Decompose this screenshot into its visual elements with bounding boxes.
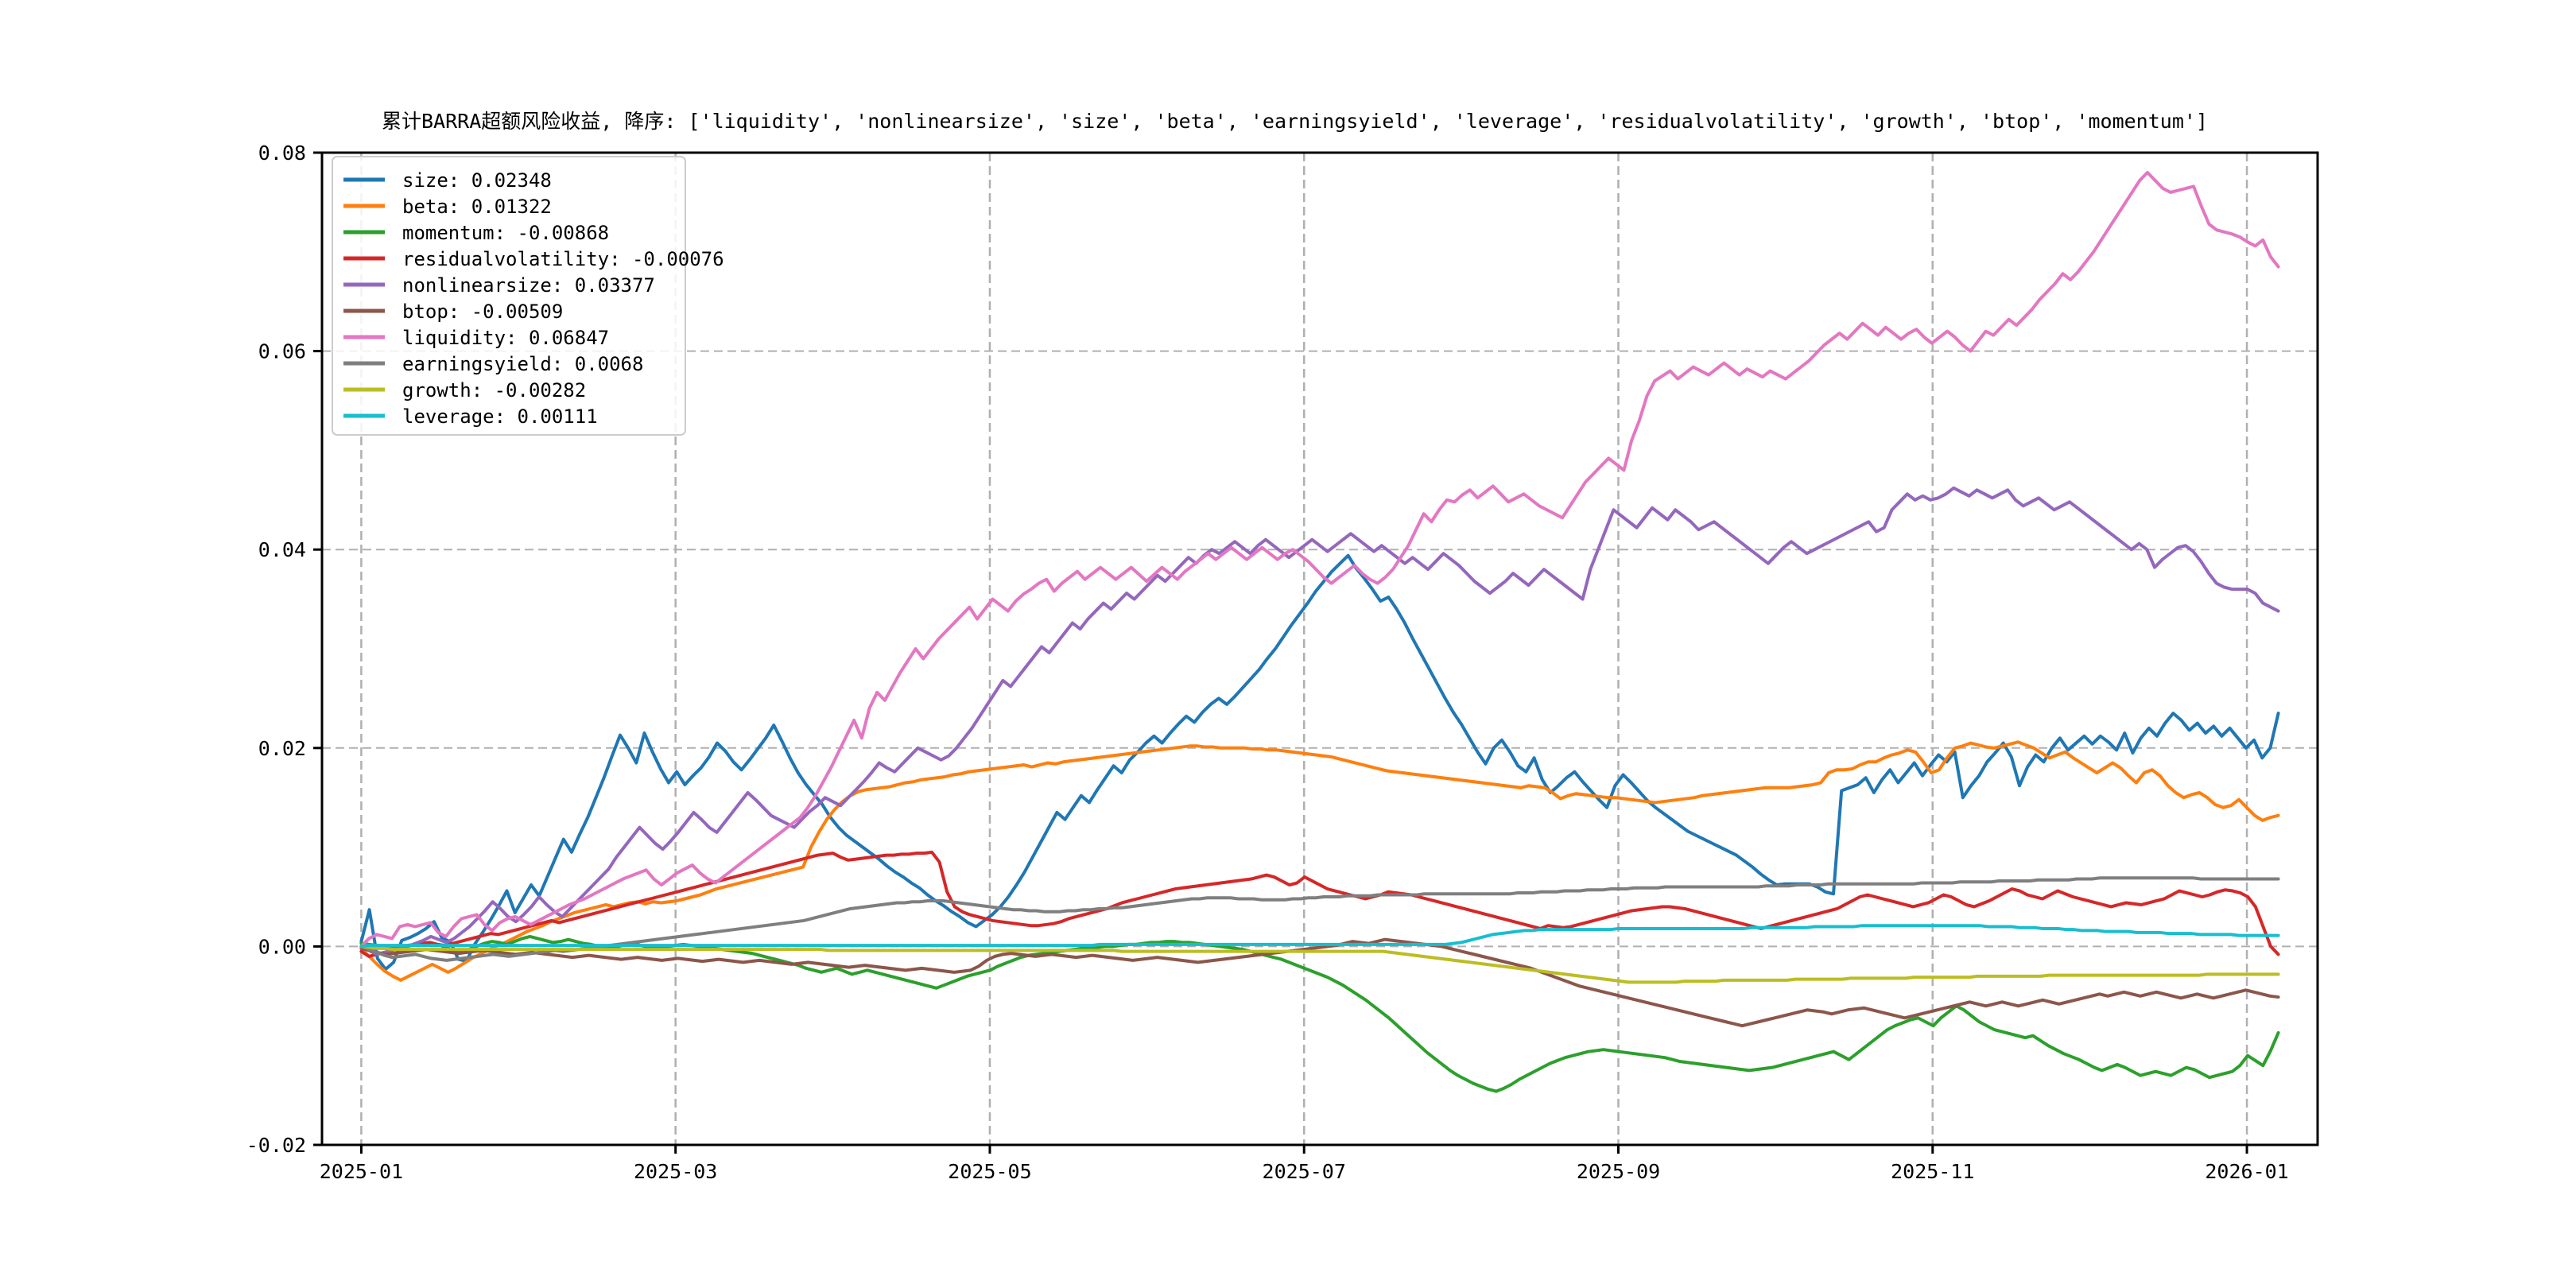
- x-tick-label: 2025-03: [634, 1160, 717, 1183]
- y-tick-label: 0.00: [258, 935, 306, 958]
- series-lines: [359, 170, 2280, 1093]
- chart-title: 累计BARRA超额风险收益, 降序: ['liquidity', 'nonlin…: [382, 110, 2208, 133]
- x-tick-label: 2025-01: [320, 1160, 403, 1183]
- legend-item-nonlinearsize[interactable]: nonlinearsize: 0.03377: [402, 274, 655, 297]
- axis-spines: [320, 151, 2319, 1146]
- x-tick-label: 2025-11: [1891, 1160, 1974, 1183]
- x-tick-label: 2025-05: [948, 1160, 1031, 1183]
- legend-item-size[interactable]: size: 0.02348: [402, 169, 552, 192]
- legend-item-growth[interactable]: growth: -0.00282: [402, 379, 586, 402]
- legend-item-earningsyield[interactable]: earningsyield: 0.0068: [402, 353, 643, 375]
- x-tick-label: 2026-01: [2205, 1160, 2288, 1183]
- y-tick-label: 0.06: [258, 340, 306, 363]
- x-axis-tick-labels: 2025-01 2025-03 2025-05 2025-07 2025-09 2025-…: [320, 1160, 2289, 1183]
- y-axis-tick-labels: -0.02 0.00 0.02 0.04 0.06 0.08: [246, 142, 306, 1157]
- legend-item-residualvolatility[interactable]: residualvolatility: -0.00076: [402, 248, 724, 270]
- legend-item-leverage[interactable]: leverage: 0.00111: [402, 405, 598, 428]
- y-tick-label: -0.02: [246, 1134, 306, 1157]
- axis-ticks: [313, 151, 2248, 1154]
- x-tick-label: 2025-07: [1263, 1160, 1346, 1183]
- chart-legend[interactable]: size: 0.02348 beta: 0.01322 momentum: -0.0…: [332, 156, 724, 436]
- y-tick-label: 0.04: [258, 538, 306, 561]
- y-tick-label: 0.02: [258, 737, 306, 760]
- y-tick-label: 0.08: [258, 142, 306, 165]
- x-tick-label: 2025-09: [1577, 1160, 1660, 1183]
- legend-item-beta[interactable]: beta: 0.01322: [402, 196, 552, 218]
- legend-item-btop[interactable]: btop: -0.00509: [402, 301, 563, 323]
- legend-item-liquidity[interactable]: liquidity: 0.06847: [402, 327, 609, 349]
- legend-item-momentum[interactable]: momentum: -0.00868: [402, 222, 609, 244]
